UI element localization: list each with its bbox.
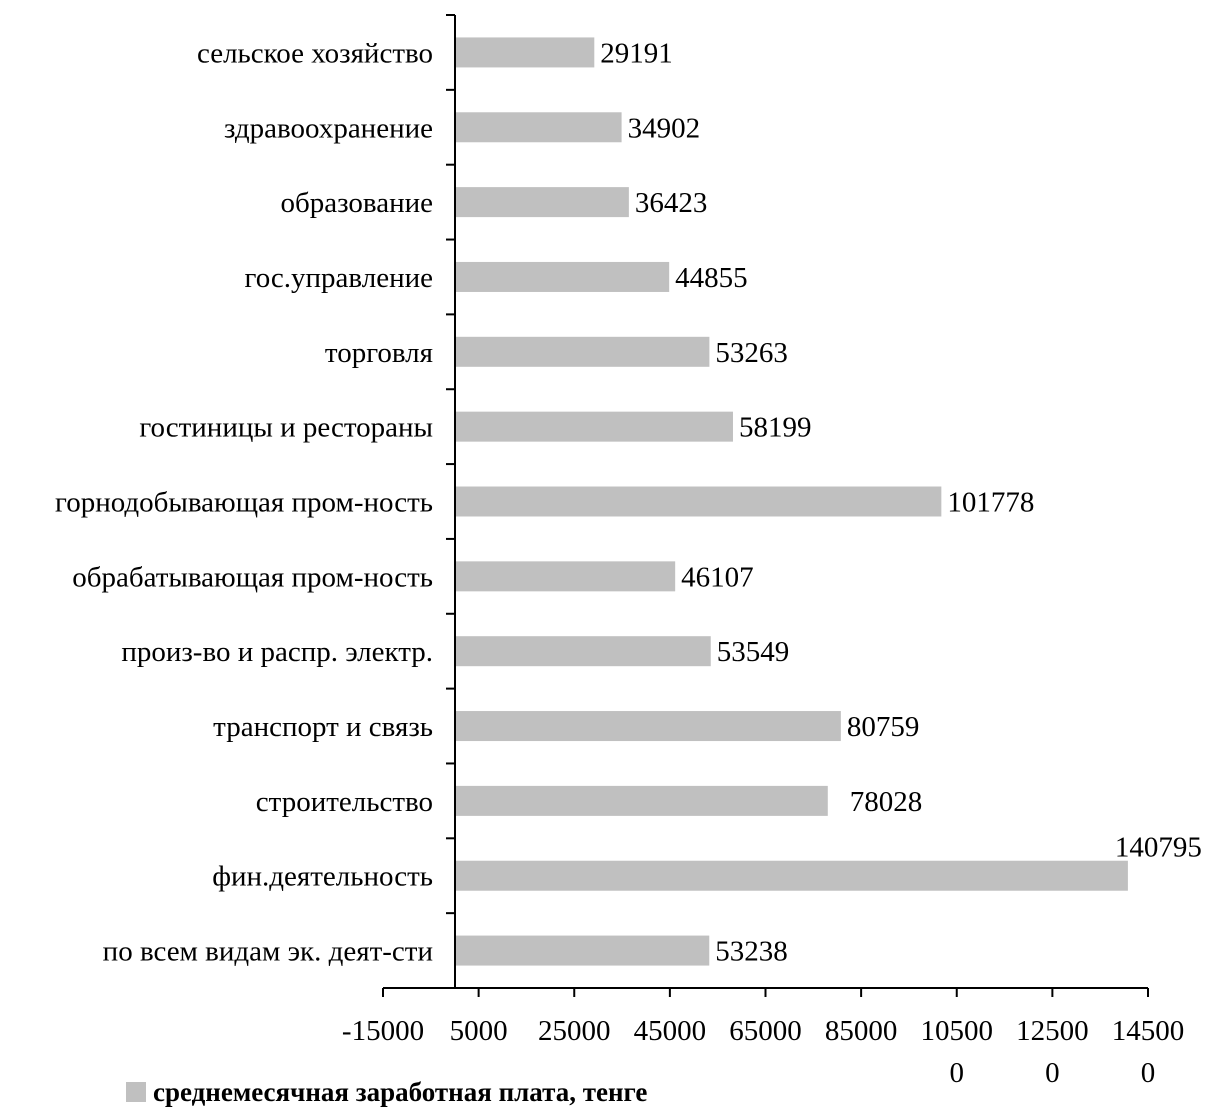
x-tick-label: 45000 [634, 1015, 707, 1047]
bar [455, 785, 828, 816]
value-label: 58199 [739, 412, 812, 444]
category-label: обрабатывающая пром-ность [72, 561, 433, 593]
x-tick-label-line: -15000 [342, 1015, 424, 1047]
category-label: сельское хозяйство [197, 37, 433, 69]
bar [455, 411, 733, 442]
x-tick-label-line: 0 [1045, 1057, 1060, 1089]
x-tick-label-line: 45000 [634, 1015, 707, 1047]
category-label: гостиницы и рестораны [139, 412, 433, 444]
category-label: по всем видам эк. деят-сти [103, 936, 433, 968]
value-label: 36423 [635, 187, 708, 219]
x-tick-label: -15000 [342, 1015, 424, 1047]
x-tick-label: 12500 0 [1016, 1015, 1089, 1089]
category-label: образование [280, 187, 433, 219]
value-label: 101778 [947, 487, 1034, 519]
x-tick-label-line: 85000 [825, 1015, 898, 1047]
x-tick-label: 65000 [729, 1015, 802, 1047]
legend-label: среднемесячная заработная плата, тенге [153, 1077, 647, 1107]
category-label: транспорт и связь [213, 711, 433, 743]
bar [455, 711, 841, 742]
x-tick-label-line: 5000 [450, 1015, 508, 1047]
category-label: здравоохранение [224, 112, 433, 144]
bar [455, 860, 1128, 891]
value-label: 44855 [675, 262, 748, 294]
value-label: 53263 [715, 337, 788, 369]
value-label: 80759 [847, 711, 920, 743]
axes-layer [382, 14, 1149, 997]
x-tick-label: 14500 0 [1112, 1015, 1185, 1089]
value-label: 78028 [850, 786, 923, 818]
x-tick-label: 25000 [538, 1015, 611, 1047]
x-tick-label-line: 0 [1141, 1057, 1156, 1089]
category-label: горнодобывающая пром-ность [55, 487, 433, 519]
category-label: строительство [256, 786, 433, 818]
category-label: произ-во и распр. электр. [121, 636, 433, 668]
legend-swatch [126, 1082, 146, 1102]
x-tick-label: 5000 [450, 1015, 508, 1047]
x-tick-label-line: 12500 [1016, 1015, 1089, 1047]
bar [455, 561, 676, 592]
legend: среднемесячная заработная плата, тенге [126, 1077, 647, 1107]
x-tick-label-line: 14500 [1112, 1015, 1185, 1047]
category-label: фин.деятельность [212, 861, 433, 893]
bar [455, 486, 942, 517]
value-label: 53238 [715, 936, 788, 968]
bar [455, 37, 595, 68]
bar [455, 261, 670, 292]
bar [455, 112, 622, 143]
x-tick-label: 85000 [825, 1015, 898, 1047]
value-label: 34902 [628, 112, 701, 144]
category-label: гос.управление [245, 262, 433, 294]
bar [455, 187, 629, 218]
bar [455, 935, 710, 966]
value-label: 29191 [600, 37, 673, 69]
x-tick-label: 10500 0 [921, 1015, 994, 1089]
x-tick-label-line: 10500 [921, 1015, 994, 1047]
bar [455, 636, 711, 667]
bars-layer [455, 37, 1128, 966]
value-label: 53549 [717, 636, 790, 668]
labels-layer: -15000 5000 25000 45000 65000 85000 10500 01250… [55, 37, 1202, 1089]
category-label: торговля [325, 337, 433, 369]
value-label: 140795 [1115, 832, 1202, 864]
bar [455, 336, 710, 367]
x-tick-label-line: 65000 [729, 1015, 802, 1047]
x-tick-label-line: 25000 [538, 1015, 611, 1047]
value-label: 46107 [681, 561, 754, 593]
x-tick-label-line: 0 [950, 1057, 965, 1089]
